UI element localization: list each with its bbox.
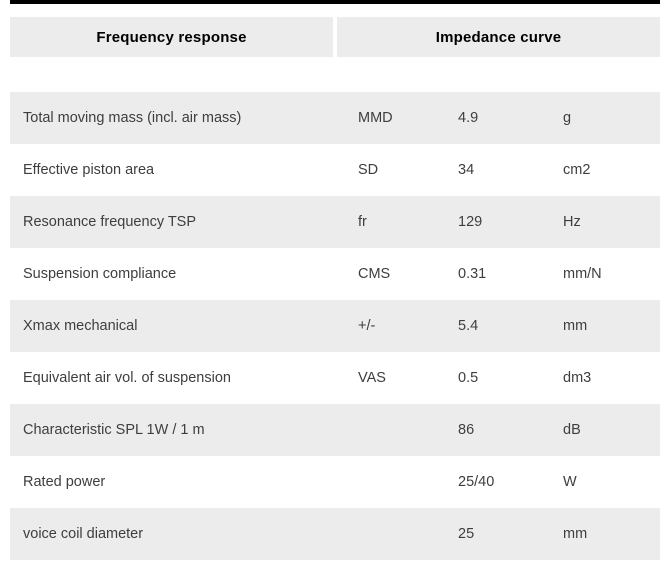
spec-unit: mm/N [563, 266, 602, 282]
table-row: Xmax mechanical +/- 5.4 mm [10, 300, 660, 352]
top-accent-bar [10, 0, 660, 4]
table-row: Equivalent air vol. of suspension VAS 0.… [10, 352, 660, 404]
spec-value: 86 [458, 422, 475, 438]
spec-value: 25/40 [458, 474, 495, 490]
spec-symbol: VAS [358, 370, 386, 386]
spec-value: 129 [458, 214, 483, 230]
table-row: Characteristic SPL 1W / 1 m 86 dB [10, 404, 660, 456]
spec-symbol: CMS [358, 266, 391, 282]
spec-symbol: SD [358, 162, 379, 178]
spec-unit: W [563, 474, 577, 490]
spec-value: 0.5 [458, 370, 479, 386]
table-row: Suspension compliance CMS 0.31 mm/N [10, 248, 660, 300]
spec-unit: Hz [563, 214, 581, 230]
spec-unit: dm3 [563, 370, 592, 386]
spec-value: 25 [458, 526, 475, 542]
spec-label: Total moving mass (incl. air mass) [23, 110, 242, 126]
spec-value: 5.4 [458, 318, 479, 334]
spec-unit: mm [563, 526, 588, 542]
spec-label: Characteristic SPL 1W / 1 m [23, 422, 205, 438]
spec-unit: mm [563, 318, 588, 334]
spec-label: voice coil diameter [23, 526, 144, 542]
spec-label: Suspension compliance [23, 266, 177, 282]
table-row: voice coil diameter 25 mm [10, 508, 660, 560]
table-row: Effective piston area SD 34 cm2 [10, 144, 660, 196]
content-container: Frequency response Impedance curve Total… [10, 0, 660, 560]
spec-symbol: +/- [358, 318, 376, 334]
tab-frequency-response[interactable]: Frequency response [10, 17, 333, 57]
spec-label: Effective piston area [23, 162, 155, 178]
table-row: Rated power 25/40 W [10, 456, 660, 508]
spec-symbol: fr [358, 214, 367, 230]
spec-label: Resonance frequency TSP [23, 214, 197, 230]
spec-label: Rated power [23, 474, 106, 490]
spec-symbol: MMD [358, 110, 393, 126]
spec-unit: cm2 [563, 162, 591, 178]
spec-unit: g [563, 110, 572, 126]
spec-value: 4.9 [458, 110, 479, 126]
table-row: Resonance frequency TSP fr 129 Hz [10, 196, 660, 248]
spec-label: Xmax mechanical [23, 318, 138, 334]
table-row: Total moving mass (incl. air mass) MMD 4… [10, 92, 660, 144]
spec-value: 34 [458, 162, 475, 178]
tab-impedance-curve[interactable]: Impedance curve [337, 17, 660, 57]
spec-value: 0.31 [458, 266, 487, 282]
curve-tabs: Frequency response Impedance curve [10, 17, 660, 57]
spec-label: Equivalent air vol. of suspension [23, 370, 231, 386]
spec-unit: dB [563, 422, 581, 438]
spec-table: Total moving mass (incl. air mass) MMD 4… [10, 92, 660, 560]
